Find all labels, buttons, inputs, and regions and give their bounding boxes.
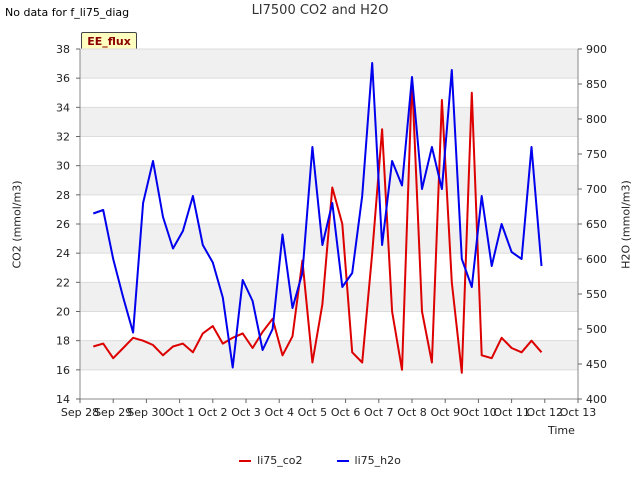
y-tick-label-right: 500 bbox=[586, 323, 607, 336]
legend: li75_co2 li75_h2o bbox=[0, 454, 640, 467]
x-tick-label: Oct 12 bbox=[527, 406, 564, 419]
y-tick-label-right: 400 bbox=[586, 393, 607, 406]
x-tick-label: Oct 1 bbox=[165, 406, 195, 419]
x-tick-label: Oct 5 bbox=[298, 406, 328, 419]
grid-band bbox=[80, 49, 578, 79]
no-data-note: No data for f_li75_diag bbox=[5, 6, 130, 19]
grid-band bbox=[80, 107, 578, 137]
x-tick-label: Oct 8 bbox=[397, 406, 427, 419]
grid-band bbox=[80, 340, 578, 370]
ee-flux-badge: EE_flux bbox=[81, 32, 137, 52]
y-tick-label-right: 600 bbox=[586, 253, 607, 266]
x-tick-label: Oct 2 bbox=[198, 406, 228, 419]
y-tick-label-left: 32 bbox=[56, 131, 70, 144]
x-tick-label: Sep 29 bbox=[94, 406, 132, 419]
legend-swatch-h2o bbox=[336, 459, 349, 462]
x-axis-label: Time bbox=[548, 424, 575, 437]
y-tick-label-left: 36 bbox=[56, 72, 70, 85]
y-tick-label-left: 38 bbox=[56, 43, 70, 56]
y-tick-label-right: 550 bbox=[586, 288, 607, 301]
legend-item-co2: li75_co2 bbox=[239, 454, 303, 467]
y-tick-label-left: 14 bbox=[56, 393, 70, 406]
legend-item-h2o: li75_h2o bbox=[336, 454, 401, 467]
x-tick-label: Oct 3 bbox=[231, 406, 261, 419]
y-tick-label-right: 750 bbox=[586, 148, 607, 161]
y-tick-label-left: 22 bbox=[56, 276, 70, 289]
x-tick-label: Oct 9 bbox=[430, 406, 460, 419]
legend-label-h2o: li75_h2o bbox=[354, 454, 401, 467]
y-tick-label-right: 450 bbox=[586, 358, 607, 371]
y-tick-label-right: 850 bbox=[586, 78, 607, 91]
legend-label-co2: li75_co2 bbox=[257, 454, 303, 467]
x-tick-label: Oct 6 bbox=[331, 406, 361, 419]
y-tick-label-left: 20 bbox=[56, 306, 70, 319]
series-line-li75_co2 bbox=[93, 77, 543, 374]
grid-band bbox=[80, 165, 578, 195]
x-tick-label: Oct 7 bbox=[364, 406, 394, 419]
x-tick-label: Oct 10 bbox=[460, 406, 497, 419]
y-tick-label-left: 34 bbox=[56, 101, 70, 114]
series-line-li75_h2o bbox=[92, 62, 543, 369]
x-tick-label: Sep 28 bbox=[61, 406, 99, 419]
y-tick-label-right: 900 bbox=[586, 43, 607, 56]
chart-title: LI7500 CO2 and H2O bbox=[251, 3, 389, 18]
grid-band bbox=[80, 282, 578, 312]
legend-swatch-co2 bbox=[239, 459, 252, 462]
x-tick-label: Oct 11 bbox=[493, 406, 530, 419]
y-tick-label-right: 650 bbox=[586, 218, 607, 231]
y-tick-label-left: 24 bbox=[56, 247, 70, 260]
y-tick-label-left: 30 bbox=[56, 160, 70, 173]
y-tick-label-left: 16 bbox=[56, 364, 70, 377]
y-tick-label-right: 800 bbox=[586, 113, 607, 126]
y-tick-label-left: 26 bbox=[56, 218, 70, 231]
y-tick-label-left: 28 bbox=[56, 189, 70, 202]
x-tick-label: Oct 4 bbox=[264, 406, 294, 419]
x-tick-label: Sep 30 bbox=[127, 406, 165, 419]
y-tick-label-left: 18 bbox=[56, 335, 70, 348]
x-tick-label: Oct 13 bbox=[560, 406, 597, 419]
y-tick-label-right: 700 bbox=[586, 183, 607, 196]
